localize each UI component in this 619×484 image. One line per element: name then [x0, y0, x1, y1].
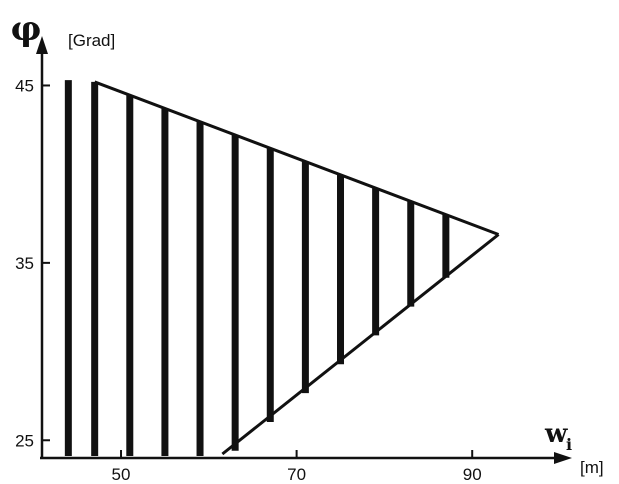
y-tick-label: 45	[15, 76, 34, 95]
y-axis-unit: [Grad]	[68, 31, 115, 50]
x-tick-label: 50	[112, 465, 131, 484]
x-axis-symbol: w	[544, 419, 568, 449]
x-tick-label: 90	[463, 465, 482, 484]
y-tick-label: 25	[15, 431, 34, 450]
lower-boundary-line	[221, 233, 500, 456]
boundary-layer	[94, 80, 500, 456]
x-tick-label: 70	[287, 465, 306, 484]
upper-boundary-line	[94, 80, 500, 236]
tick-layer: 25 35 45 50 70 90	[15, 76, 482, 484]
y-axis-symbol: φ	[11, 9, 42, 49]
x-axis-subscript: i	[566, 435, 572, 454]
y-tick-label: 35	[15, 254, 34, 273]
y-axis-arrow	[36, 36, 48, 54]
x-axis-unit: [m]	[580, 458, 604, 477]
x-axis-arrow	[554, 452, 572, 464]
hatch-layer	[64, 80, 450, 456]
